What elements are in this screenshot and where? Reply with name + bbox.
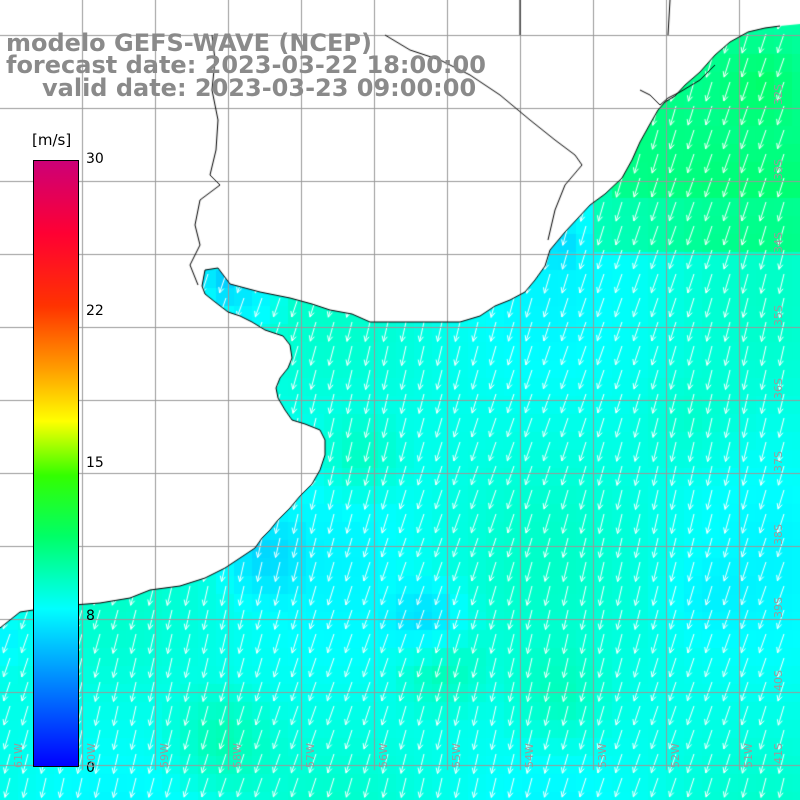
lat-label: 38S bbox=[772, 524, 785, 545]
colorbar-tick: 15 bbox=[86, 455, 104, 471]
lat-label: 33S bbox=[772, 159, 785, 180]
lon-label: 57W bbox=[304, 743, 317, 768]
lon-label: 52W bbox=[669, 743, 682, 768]
colorbar-unit: [m/s] bbox=[32, 131, 72, 149]
lon-label: 51W bbox=[742, 743, 755, 768]
lon-label: 58W bbox=[231, 743, 244, 768]
lat-label: 35S bbox=[772, 305, 785, 326]
lat-label: 32S bbox=[772, 84, 785, 105]
lon-label: 60W bbox=[85, 743, 98, 768]
lat-label: 41S bbox=[772, 743, 785, 764]
lat-label: 39S bbox=[772, 597, 785, 618]
lon-label: 59W bbox=[158, 743, 171, 768]
lat-label: 34S bbox=[772, 232, 785, 253]
lon-label: 56W bbox=[377, 743, 390, 768]
colorbar-tick: 0 bbox=[86, 760, 95, 776]
colorbar-tick: 30 bbox=[86, 151, 104, 167]
lon-label: 61W bbox=[12, 743, 25, 768]
model-title: modelo GEFS-WAVE (NCEP) bbox=[6, 29, 372, 57]
lon-label: 54W bbox=[523, 743, 536, 768]
colorbar-tick: 8 bbox=[86, 608, 95, 624]
colorbar-tick: 22 bbox=[86, 303, 104, 319]
valid-date: valid date: 2023-03-23 09:00:00 bbox=[42, 74, 477, 102]
lat-label: 40S bbox=[772, 670, 785, 691]
lat-label: 36S bbox=[772, 378, 785, 399]
lat-label: 37S bbox=[772, 451, 785, 472]
forecast-date: forecast date: 2023-03-22 18:00:00 bbox=[6, 51, 486, 79]
colorbar bbox=[33, 160, 79, 767]
lon-label: 53W bbox=[596, 743, 609, 768]
lon-label: 55W bbox=[450, 743, 463, 768]
